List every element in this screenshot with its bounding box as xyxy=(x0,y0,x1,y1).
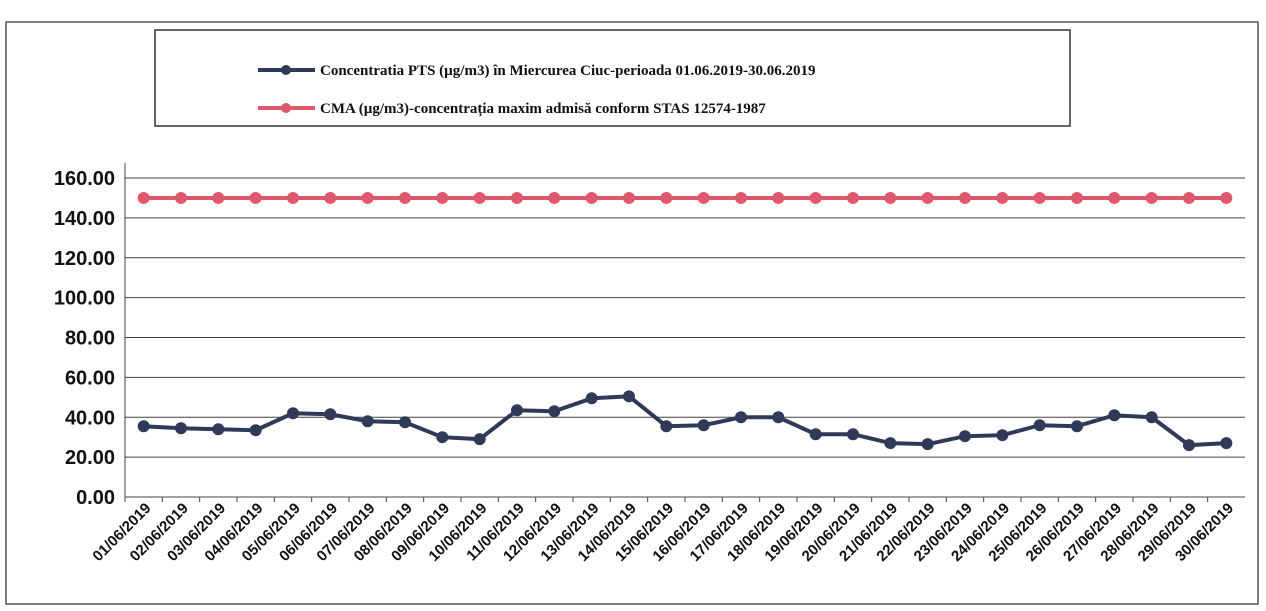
point xyxy=(585,392,598,405)
point xyxy=(884,437,897,450)
point xyxy=(399,191,411,204)
point xyxy=(361,191,374,204)
point xyxy=(735,191,747,204)
point xyxy=(1033,419,1046,432)
point xyxy=(1183,191,1195,204)
point xyxy=(249,191,262,204)
y-tick-label: 120.00 xyxy=(54,248,115,270)
y-tick-label: 40.00 xyxy=(65,407,115,429)
point xyxy=(884,191,897,204)
point xyxy=(585,191,598,204)
point xyxy=(1145,191,1158,204)
point xyxy=(287,191,299,204)
point xyxy=(212,423,225,436)
point xyxy=(548,405,561,418)
point xyxy=(1071,191,1083,204)
point xyxy=(287,407,299,420)
point xyxy=(847,191,859,204)
point xyxy=(212,191,225,204)
point xyxy=(1145,411,1158,424)
point xyxy=(959,430,971,443)
y-tick-label: 0.00 xyxy=(76,487,115,509)
point xyxy=(847,428,859,441)
point xyxy=(660,420,673,433)
point xyxy=(1108,191,1121,204)
point xyxy=(1220,191,1233,204)
point xyxy=(137,420,150,433)
point xyxy=(1071,420,1083,433)
point xyxy=(772,411,785,424)
point xyxy=(175,422,187,435)
point xyxy=(511,191,523,204)
point xyxy=(959,191,971,204)
point xyxy=(436,431,449,444)
legend-label: Concentratia PTS (µg/m3) în Miercurea Ci… xyxy=(320,63,816,79)
point xyxy=(175,191,187,204)
point xyxy=(809,428,822,441)
point xyxy=(697,191,710,204)
chart-frame xyxy=(5,21,1259,605)
y-tick-label: 20.00 xyxy=(65,447,115,469)
point xyxy=(772,191,785,204)
legend-label: CMA (µg/m3)-concentrația maxim admisă co… xyxy=(320,101,766,117)
point xyxy=(996,429,1009,442)
point xyxy=(1108,409,1121,422)
point xyxy=(361,415,374,428)
point xyxy=(1220,437,1233,450)
point xyxy=(249,424,262,437)
point xyxy=(324,408,337,421)
series-line xyxy=(143,394,1227,448)
legend-marker xyxy=(281,103,291,113)
point xyxy=(921,191,934,204)
point xyxy=(809,191,822,204)
point xyxy=(735,411,747,424)
y-tick-label: 100.00 xyxy=(54,288,115,310)
point xyxy=(511,404,523,417)
point xyxy=(324,191,337,204)
legend-marker xyxy=(281,65,291,75)
point xyxy=(548,191,561,204)
point xyxy=(660,191,673,204)
y-tick-label: 80.00 xyxy=(65,328,115,350)
y-tick-label: 140.00 xyxy=(54,208,115,230)
y-tick-label: 160.00 xyxy=(54,168,115,190)
point xyxy=(399,416,411,429)
point xyxy=(436,191,449,204)
point xyxy=(623,390,635,403)
point xyxy=(697,419,710,432)
point xyxy=(996,191,1009,204)
point xyxy=(1183,439,1195,452)
point xyxy=(473,191,486,204)
point xyxy=(1033,191,1046,204)
point xyxy=(137,191,150,204)
point xyxy=(921,438,934,451)
y-tick-label: 60.00 xyxy=(65,367,115,389)
point xyxy=(623,191,635,204)
point xyxy=(473,433,486,446)
